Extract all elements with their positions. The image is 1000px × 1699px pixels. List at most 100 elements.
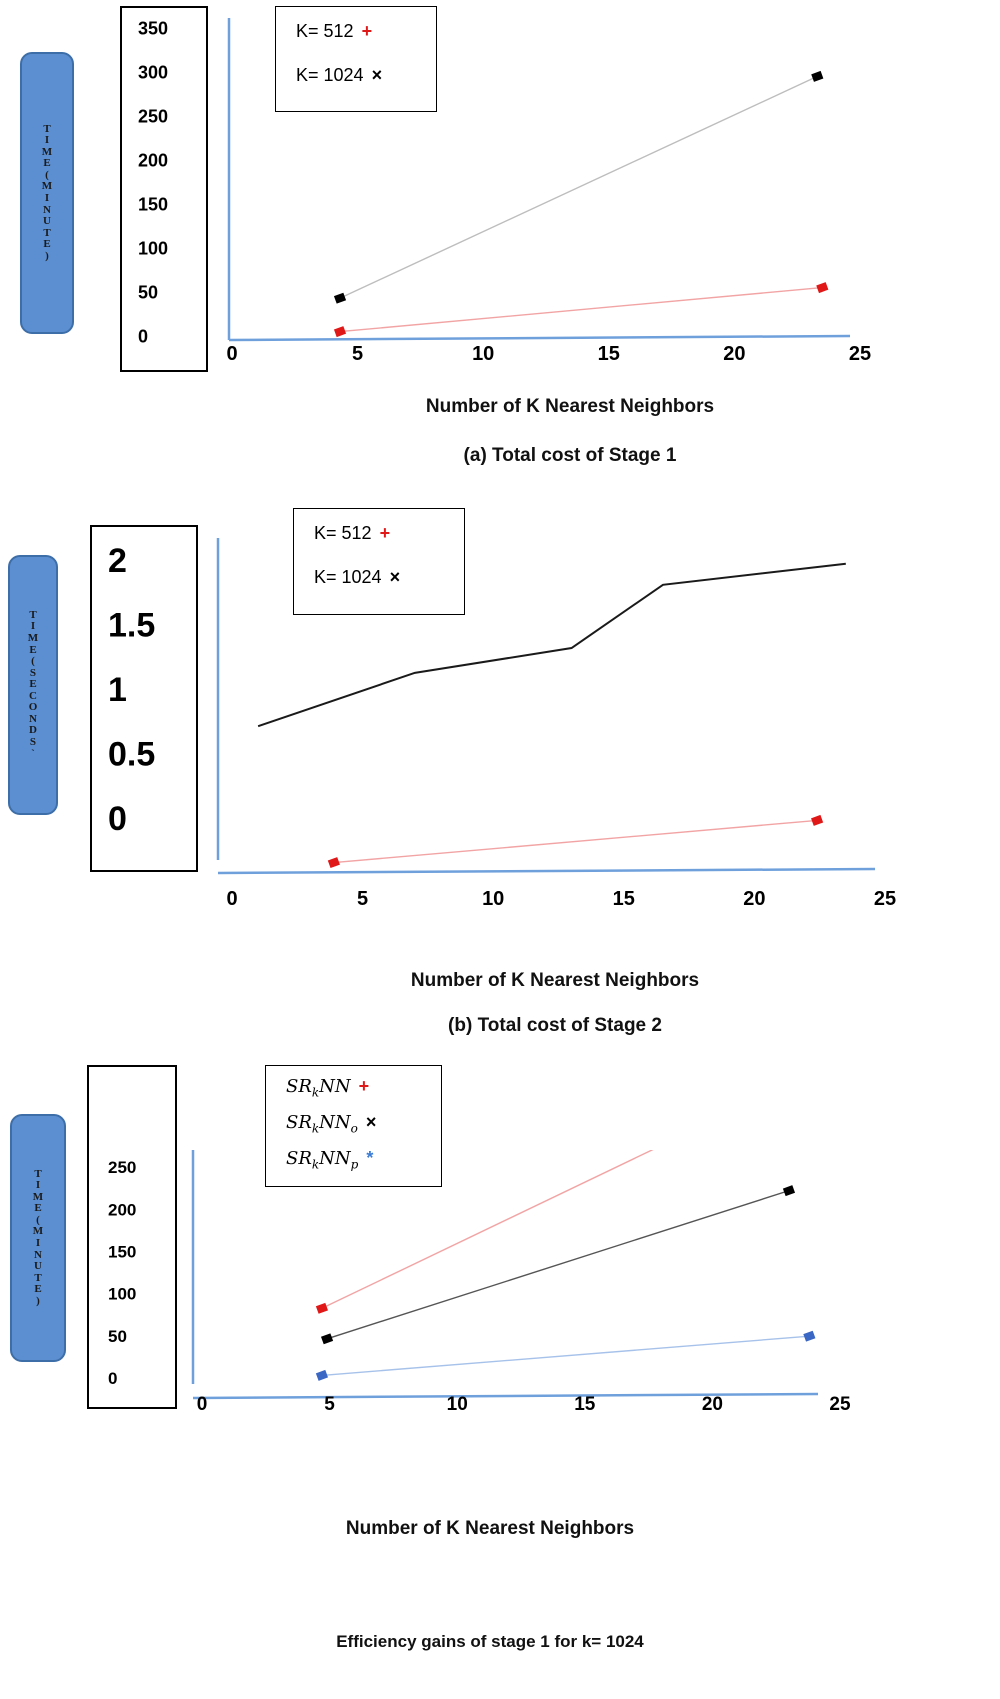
data-point [315, 1302, 329, 1314]
legend-entry: K= 512 + [314, 523, 390, 544]
y-tick-label: 100 [108, 1285, 136, 1304]
series-line [321, 1335, 810, 1377]
y-axis-label: T I M E(M I N U T E) [10, 1114, 66, 1362]
legend-label: K= 512 [296, 21, 354, 41]
legend-subscript: k [311, 1121, 320, 1136]
legend-entry: K= 1024 × [296, 65, 382, 86]
data-point [782, 1185, 796, 1197]
legend-entry: SRkNN + [286, 1076, 369, 1100]
x-tick-label: 10 [447, 1394, 468, 1415]
plot-area: 0 5 10 15 20 25 350 300 250 200 150 100 50 0 [138, 18, 871, 365]
series-line [257, 562, 846, 728]
legend-subscript: k [311, 1157, 320, 1172]
series-line [339, 75, 818, 299]
legend-label: SR [286, 1076, 312, 1097]
x-tick-label: 15 [613, 888, 635, 910]
x-tick-label: 0 [226, 888, 237, 910]
legend-label: SR [286, 1148, 312, 1169]
chart-caption: (a) Total cost of Stage 1 [463, 445, 677, 466]
series-line [339, 286, 823, 333]
legend-entry: K= 1024 × [314, 567, 400, 588]
y-tick-label: 250 [108, 1158, 136, 1177]
legend-symbol: + [361, 21, 373, 41]
legend-symbol: × [389, 567, 401, 587]
y-axis-label-text: T I M E(S E C O N D S ` [27, 608, 39, 760]
chart-caption: Efficiency gains of stage 1 for k= 1024 [336, 1632, 644, 1651]
y-tick-label: 300 [138, 62, 168, 82]
x-axis-line [217, 867, 876, 875]
legend: K= 512 + K= 1024 × [293, 508, 465, 615]
legend-symbol: + [358, 1076, 370, 1096]
plot-area: 0 5 10 15 20 25 2 1.5 1 0.5 0 [108, 538, 896, 910]
data-point [811, 70, 824, 82]
legend-label-part: NN [319, 1148, 351, 1169]
data-point [816, 282, 829, 294]
y-tick-label: 2 [108, 542, 127, 580]
legend: SRkNN + SRkNNo × SRkNNp * [265, 1065, 442, 1187]
legend-label: K= 1024 [314, 567, 382, 587]
series-line [326, 1189, 790, 1340]
x-tick-label: 5 [324, 1394, 335, 1415]
chart-panel-a: T I M E(M I N U T E) 0 5 10 15 20 25 350 300 250 200 150 10… [0, 0, 1000, 480]
y-axis-label: T I M E(M I N U T E) [20, 52, 74, 334]
legend-subscript: k [311, 1085, 320, 1100]
x-tick-label: 15 [598, 343, 620, 365]
y-tick-label: 0 [138, 326, 148, 346]
x-axis-line [192, 1392, 819, 1400]
data-point [333, 326, 347, 338]
legend: K= 512 + K= 1024 × [275, 6, 437, 112]
y-tick-label: 0 [108, 800, 127, 838]
data-point [803, 1330, 816, 1342]
x-tick-label: 25 [874, 888, 896, 910]
x-tick-label: 20 [743, 888, 765, 910]
x-tick-label: 10 [472, 343, 494, 365]
y-tick-label: 50 [108, 1327, 127, 1346]
legend-symbol: × [365, 1112, 377, 1132]
y-tick-label: 50 [138, 282, 158, 302]
y-tick-label: 150 [138, 194, 168, 214]
x-tick-label: 10 [482, 888, 504, 910]
data-point [320, 1333, 334, 1345]
chart-caption: (b) Total cost of Stage 2 [448, 1015, 662, 1036]
x-tick-label: 0 [226, 343, 237, 365]
y-tick-box [90, 525, 198, 872]
legend-label: SR [286, 1112, 312, 1133]
legend-entry: K= 512 + [296, 21, 372, 42]
x-axis-line [228, 334, 851, 342]
y-tick-label: 1.5 [108, 606, 155, 644]
y-tick-label: 100 [138, 238, 168, 258]
legend-symbol: * [366, 1148, 374, 1168]
series-line [333, 819, 818, 864]
data-point [811, 814, 824, 826]
y-tick-label: 200 [138, 150, 168, 170]
data-point [333, 292, 347, 304]
legend-label: K= 1024 [296, 65, 364, 85]
x-tick-label: 25 [849, 343, 871, 365]
x-tick-label: 20 [723, 343, 745, 365]
legend-subscript: o [350, 1121, 358, 1136]
y-tick-label: 0.5 [108, 735, 155, 773]
x-axis-label: Number of K Nearest Neighbors [425, 396, 715, 417]
y-tick-label: 150 [108, 1243, 136, 1262]
y-tick-label: 350 [138, 18, 168, 38]
y-axis-label-text: T I M E(M I N U T E) [41, 122, 53, 262]
y-tick-label: 0 [108, 1369, 117, 1388]
legend-subscript: p [350, 1157, 359, 1172]
legend-symbol: + [379, 523, 391, 543]
y-tick-label: 250 [138, 106, 168, 126]
legend-label: K= 512 [314, 523, 372, 543]
data-point [327, 857, 340, 869]
legend-label-part: NN [319, 1076, 351, 1097]
x-tick-label: 5 [352, 343, 363, 365]
x-axis-label: Number of K Nearest Neighbors [410, 970, 700, 991]
y-tick-box [120, 6, 208, 372]
y-tick-box [87, 1065, 177, 1409]
x-axis-label: Number of K Nearest Neighbors [345, 1518, 635, 1539]
x-tick-label: 0 [197, 1394, 208, 1415]
y-axis-label-text: T I M E(M I N U T E) [32, 1167, 44, 1307]
series-line [321, 1150, 654, 1309]
y-tick-label: 200 [108, 1200, 136, 1219]
legend-entry: SRkNNo × [286, 1112, 376, 1136]
